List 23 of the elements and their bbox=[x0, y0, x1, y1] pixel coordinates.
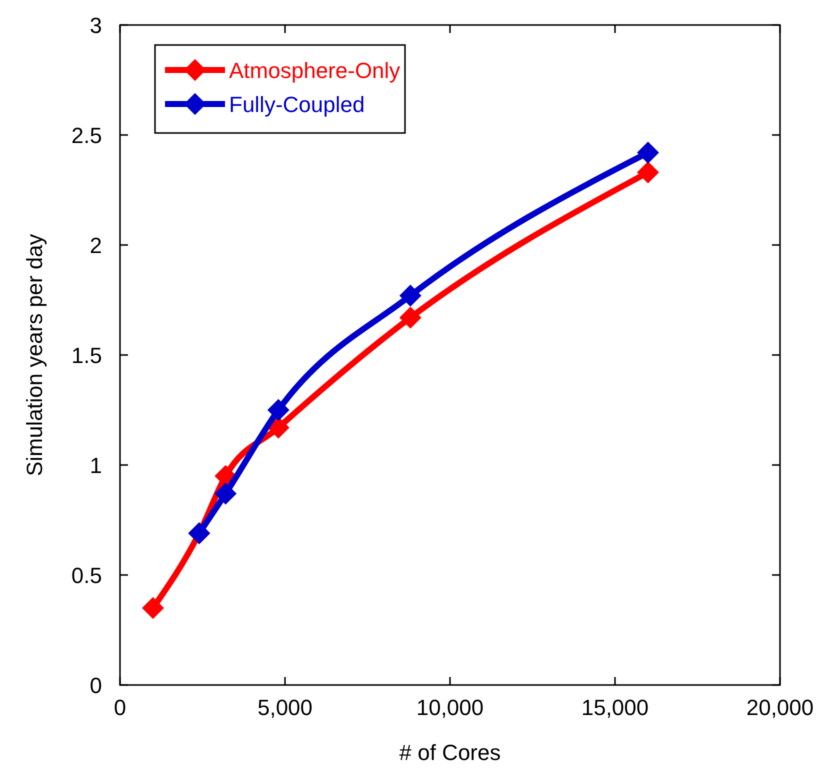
x-tick-label: 15,000 bbox=[581, 695, 649, 720]
x-tick-label: 5,000 bbox=[257, 695, 313, 720]
y-tick-label: 0.5 bbox=[71, 563, 102, 588]
y-tick-label: 3 bbox=[90, 13, 102, 38]
point bbox=[214, 482, 237, 505]
x-tick-label: 20,000 bbox=[746, 695, 814, 720]
x-tick-label: 0 bbox=[114, 695, 126, 720]
y-tick-label: 0 bbox=[90, 673, 102, 698]
y-tick-label: 2.5 bbox=[71, 123, 102, 148]
point bbox=[399, 306, 422, 329]
legend-label: Atmosphere-Only bbox=[229, 58, 400, 83]
point bbox=[267, 399, 290, 421]
y-tick-label: 1.5 bbox=[71, 343, 102, 368]
point bbox=[399, 284, 422, 307]
x-axis-title: # of Cores bbox=[399, 740, 501, 765]
legend-label: Fully-Coupled bbox=[229, 92, 365, 117]
point bbox=[142, 597, 164, 619]
y-tick-label: 1 bbox=[90, 453, 102, 478]
y-tick-label: 2 bbox=[90, 233, 102, 258]
point bbox=[637, 142, 659, 164]
x-tick-label: 10,000 bbox=[416, 695, 484, 720]
y-axis-title: Simulation years per day bbox=[22, 234, 47, 476]
point bbox=[637, 161, 659, 184]
